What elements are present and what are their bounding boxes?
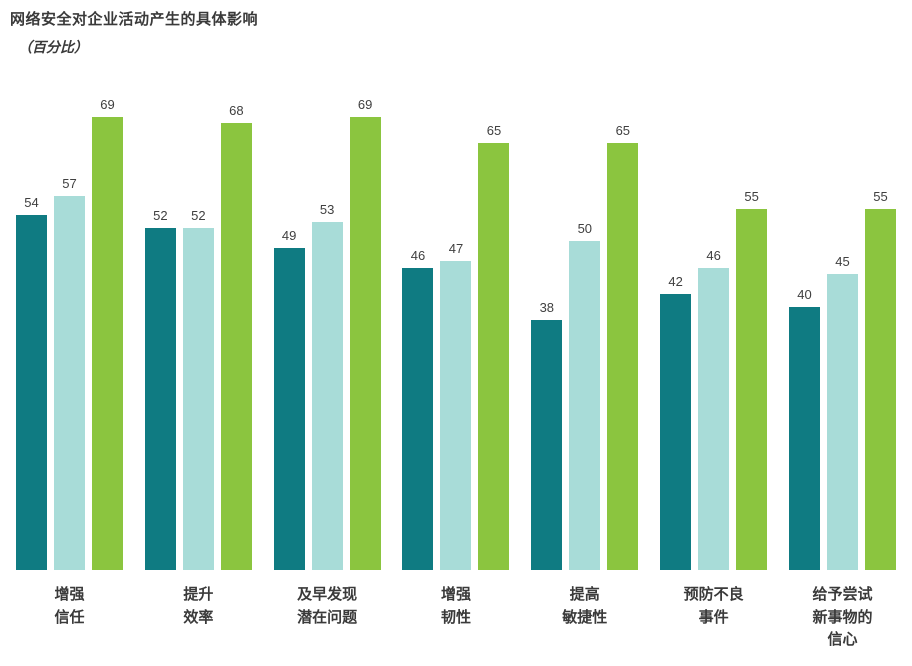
bar-value-label: 40 bbox=[797, 287, 812, 302]
bar-value-label: 54 bbox=[24, 195, 39, 210]
bar-group-bars: 54 57 69 bbox=[16, 58, 123, 570]
bar-wrap: 69 bbox=[349, 58, 381, 570]
bar-value-label: 47 bbox=[448, 241, 464, 256]
bar bbox=[349, 117, 381, 570]
bar bbox=[220, 123, 252, 570]
category-label: 预防不良 事件 bbox=[683, 586, 744, 626]
chart-subtitle: （百分比） bbox=[18, 39, 88, 55]
bar-wrap: 47 bbox=[440, 58, 472, 570]
bar-value-label: 55 bbox=[873, 189, 888, 204]
bar bbox=[788, 307, 820, 570]
bar-wrap: 55 bbox=[736, 58, 768, 570]
bar-wrap: 46 bbox=[698, 58, 730, 570]
category-label: 给予尝试 新事物的 信心 bbox=[812, 586, 873, 648]
bar-value-label: 45 bbox=[835, 254, 850, 269]
bar bbox=[16, 215, 47, 570]
bar-group-bars: 42 46 55 bbox=[660, 58, 768, 570]
bar bbox=[402, 268, 434, 570]
bar bbox=[273, 248, 305, 570]
bar bbox=[54, 196, 85, 570]
bar bbox=[698, 268, 730, 570]
bar-value-label: 52 bbox=[191, 208, 206, 223]
category-label: 提高 敏捷性 bbox=[562, 586, 608, 626]
bar-group: 38 50 65 提高 敏捷性 bbox=[531, 58, 639, 629]
bar bbox=[826, 274, 858, 570]
category-label: 增强 韧性 bbox=[440, 586, 471, 626]
chart-title: 网络安全对企业活动产生的具体影响 bbox=[10, 11, 259, 28]
bar bbox=[864, 209, 896, 570]
grouped-bar-chart: 54 57 69 增强 信任 52 52 68 提升 效率 49 53 69 及早发现 潜在问题 46 47 65… bbox=[16, 58, 896, 652]
bar-value-label: 68 bbox=[229, 103, 244, 118]
bar-group: 54 57 69 增强 信任 bbox=[16, 58, 123, 629]
bar-wrap: 65 bbox=[478, 58, 510, 570]
bar-value-label: 50 bbox=[577, 221, 593, 236]
bar-value-label: 53 bbox=[319, 202, 335, 217]
bar-group: 52 52 68 提升 效率 bbox=[144, 58, 252, 629]
bar-group: 46 47 65 增强 韧性 bbox=[402, 58, 510, 629]
bar-wrap: 38 bbox=[531, 58, 563, 570]
bar bbox=[92, 117, 123, 570]
bar bbox=[607, 143, 639, 570]
bar-group-bars: 52 52 68 bbox=[144, 58, 252, 570]
bar-wrap: 52 bbox=[182, 58, 214, 570]
bar-group-bars: 40 45 55 bbox=[788, 58, 896, 570]
bar-wrap: 45 bbox=[826, 58, 858, 570]
bar bbox=[478, 143, 510, 570]
bar-value-label: 38 bbox=[539, 300, 555, 315]
bar-wrap: 52 bbox=[144, 58, 176, 570]
bar bbox=[736, 209, 768, 570]
bar-group-bars: 38 50 65 bbox=[531, 58, 639, 570]
bar-group: 42 46 55 预防不良 事件 bbox=[660, 58, 768, 629]
bar-wrap: 40 bbox=[788, 58, 820, 570]
bar-value-label: 52 bbox=[153, 208, 168, 223]
bar-value-label: 65 bbox=[486, 123, 502, 138]
bar-wrap: 55 bbox=[864, 58, 896, 570]
bar-wrap: 54 bbox=[16, 58, 47, 570]
bar-wrap: 57 bbox=[54, 58, 85, 570]
bar bbox=[569, 241, 601, 570]
bar-wrap: 68 bbox=[220, 58, 252, 570]
bar bbox=[311, 222, 343, 570]
bar bbox=[660, 294, 692, 570]
bar-wrap: 42 bbox=[660, 58, 692, 570]
bar bbox=[440, 261, 472, 570]
bar-wrap: 65 bbox=[607, 58, 639, 570]
bar-value-label: 49 bbox=[281, 228, 297, 243]
category-label: 提升 效率 bbox=[183, 586, 214, 626]
bar-group-bars: 46 47 65 bbox=[402, 58, 510, 570]
bar-value-label: 65 bbox=[615, 123, 631, 138]
bar-value-label: 69 bbox=[100, 97, 115, 112]
bar-value-label: 57 bbox=[62, 176, 77, 191]
bar-value-label: 46 bbox=[706, 248, 721, 263]
bar bbox=[182, 228, 214, 570]
bar-value-label: 42 bbox=[668, 274, 683, 289]
bar-wrap: 50 bbox=[569, 58, 601, 570]
bar-value-label: 46 bbox=[410, 248, 426, 263]
bar bbox=[531, 320, 563, 570]
bar-wrap: 69 bbox=[92, 58, 123, 570]
bar-group: 49 53 69 及早发现 潜在问题 bbox=[273, 58, 381, 629]
bar bbox=[144, 228, 176, 570]
bar-value-label: 55 bbox=[744, 189, 759, 204]
bar-group: 40 45 55 给予尝试 新事物的 信心 bbox=[788, 58, 896, 652]
bar-value-label: 69 bbox=[357, 97, 373, 112]
bar-group-bars: 49 53 69 bbox=[273, 58, 381, 570]
bar-wrap: 46 bbox=[402, 58, 434, 570]
category-label: 增强 信任 bbox=[54, 586, 85, 626]
bar-wrap: 49 bbox=[273, 58, 305, 570]
bar-wrap: 53 bbox=[311, 58, 343, 570]
category-label: 及早发现 潜在问题 bbox=[297, 586, 358, 626]
